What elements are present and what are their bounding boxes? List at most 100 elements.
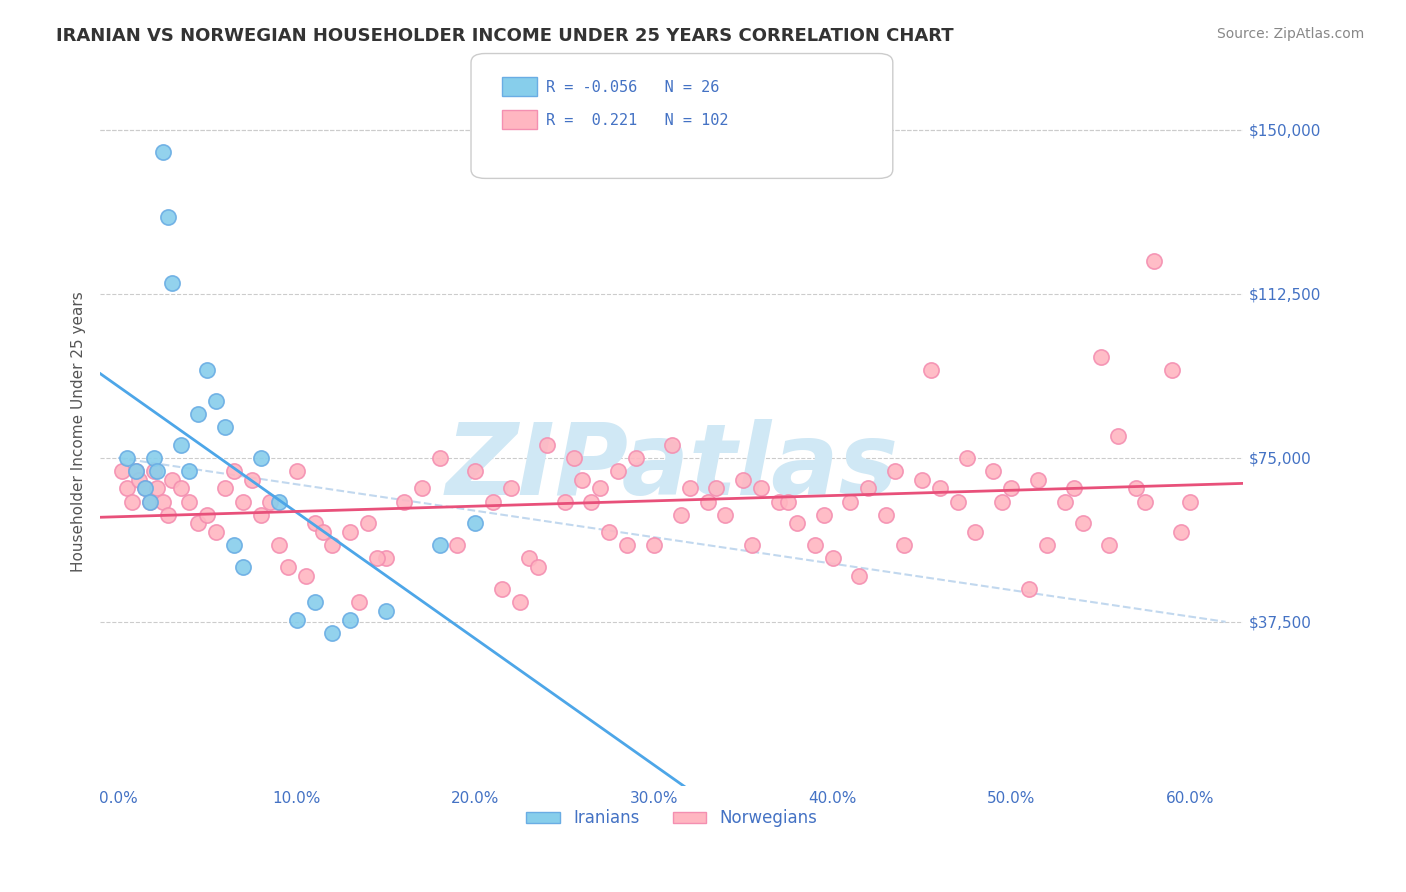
Point <box>232 494 254 508</box>
Point <box>911 473 934 487</box>
Point <box>821 551 844 566</box>
Point <box>195 363 218 377</box>
Point <box>169 482 191 496</box>
Text: R =  0.221   N = 102: R = 0.221 N = 102 <box>546 113 728 128</box>
Point <box>884 464 907 478</box>
Point <box>1053 494 1076 508</box>
Point <box>1135 494 1157 508</box>
Point <box>839 494 862 508</box>
Point <box>232 560 254 574</box>
Point <box>1170 525 1192 540</box>
Point <box>134 482 156 496</box>
Point <box>983 464 1005 478</box>
Point <box>259 494 281 508</box>
Y-axis label: Householder Income Under 25 years: Householder Income Under 25 years <box>72 292 86 572</box>
Point <box>1143 254 1166 268</box>
Point <box>121 494 143 508</box>
Point <box>786 516 808 531</box>
Point <box>294 569 316 583</box>
Point <box>152 494 174 508</box>
Point <box>776 494 799 508</box>
Point <box>562 450 585 465</box>
Point <box>339 613 361 627</box>
Point <box>339 525 361 540</box>
Point <box>205 394 228 409</box>
Point <box>267 538 290 552</box>
Point <box>464 464 486 478</box>
Point <box>1178 494 1201 508</box>
Point <box>128 473 150 487</box>
Point <box>669 508 692 522</box>
Point <box>1036 538 1059 552</box>
Point <box>554 494 576 508</box>
Point <box>1107 429 1129 443</box>
Point <box>749 482 772 496</box>
Point <box>195 508 218 522</box>
Point <box>733 473 755 487</box>
Point <box>429 538 451 552</box>
Point <box>581 494 603 508</box>
Point <box>589 482 612 496</box>
Point <box>375 551 398 566</box>
Legend: Iranians, Norwegians: Iranians, Norwegians <box>520 803 824 834</box>
Point <box>125 464 148 478</box>
Point <box>1161 363 1184 377</box>
Text: R = -0.056   N = 26: R = -0.056 N = 26 <box>546 80 718 95</box>
Point <box>285 613 308 627</box>
Point <box>946 494 969 508</box>
Point <box>312 525 335 540</box>
Point <box>920 363 942 377</box>
Point <box>321 538 343 552</box>
Point <box>142 450 165 465</box>
Point <box>304 516 326 531</box>
Point <box>1026 473 1049 487</box>
Point <box>928 482 950 496</box>
Point <box>643 538 665 552</box>
Point <box>224 538 246 552</box>
Point <box>134 482 156 496</box>
Point <box>366 551 388 566</box>
Point <box>285 464 308 478</box>
Point <box>115 450 138 465</box>
Point <box>304 595 326 609</box>
Point <box>240 473 263 487</box>
Point <box>156 211 179 225</box>
Point <box>803 538 825 552</box>
Point <box>813 508 835 522</box>
Point <box>152 145 174 159</box>
Point <box>179 494 201 508</box>
Point <box>893 538 915 552</box>
Point <box>768 494 790 508</box>
Point <box>146 464 169 478</box>
Point <box>696 494 718 508</box>
Point <box>991 494 1014 508</box>
Text: Source: ZipAtlas.com: Source: ZipAtlas.com <box>1216 27 1364 41</box>
Point <box>464 516 486 531</box>
Point <box>661 438 683 452</box>
Point <box>429 450 451 465</box>
Point <box>1000 482 1022 496</box>
Point <box>125 464 148 478</box>
Point <box>1125 482 1147 496</box>
Point <box>509 595 531 609</box>
Point <box>160 276 183 290</box>
Point <box>679 482 702 496</box>
Point <box>607 464 630 478</box>
Point <box>187 516 209 531</box>
Point <box>160 473 183 487</box>
Point <box>224 464 246 478</box>
Point <box>347 595 370 609</box>
Point <box>491 582 513 596</box>
Point <box>848 569 870 583</box>
Point <box>205 525 228 540</box>
Point <box>169 438 191 452</box>
Point <box>527 560 550 574</box>
Point <box>624 450 647 465</box>
Point <box>392 494 415 508</box>
Point <box>214 482 236 496</box>
Point <box>250 508 273 522</box>
Point <box>598 525 620 540</box>
Point <box>156 508 179 522</box>
Point <box>375 604 398 618</box>
Text: IRANIAN VS NORWEGIAN HOUSEHOLDER INCOME UNDER 25 YEARS CORRELATION CHART: IRANIAN VS NORWEGIAN HOUSEHOLDER INCOME … <box>56 27 953 45</box>
